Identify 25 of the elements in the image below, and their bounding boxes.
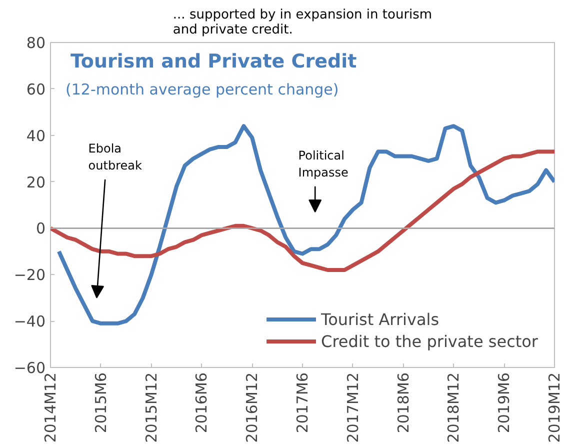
y-tick-label: 0: [36, 220, 46, 238]
y-tick-label: 20: [26, 173, 46, 192]
y-tick-label: 80: [26, 34, 46, 52]
text: Tourism and Private Credit: [70, 50, 357, 72]
chart-title: ... supported by in expansion in tourism and private credit.: [172, 8, 432, 38]
annotation: Ebola outbreak: [88, 142, 142, 172]
legend-label: Tourist Arrivals: [321, 310, 440, 328]
x-tick-label: 2019M12: [546, 372, 564, 443]
x-tick-label: 2016M12: [243, 372, 262, 443]
x-tick-label: 2015M6: [92, 372, 110, 434]
line-series: [56, 124, 554, 326]
legend-label: Credit to the private sector: [321, 332, 538, 350]
x-tick-label: 2015M12: [142, 372, 160, 443]
x-tick-label: 2019M6: [495, 372, 514, 434]
y-tick-label: 40: [26, 126, 46, 145]
x-tick-label: 2017M6: [294, 372, 312, 434]
y-tick-label: 60: [26, 80, 46, 98]
y-tick-label: −40: [14, 312, 46, 331]
x-tick-label: 2018M12: [444, 372, 463, 443]
annotation: (12-month average percent change): [66, 80, 339, 98]
x-tick-label: 2017M12: [344, 372, 362, 443]
x-tick-label: 2018M6: [394, 372, 412, 434]
x-tick-label: 2016M6: [192, 372, 211, 434]
y-tick-label: −20: [14, 266, 46, 284]
annotation: Political Impasse: [298, 148, 348, 180]
